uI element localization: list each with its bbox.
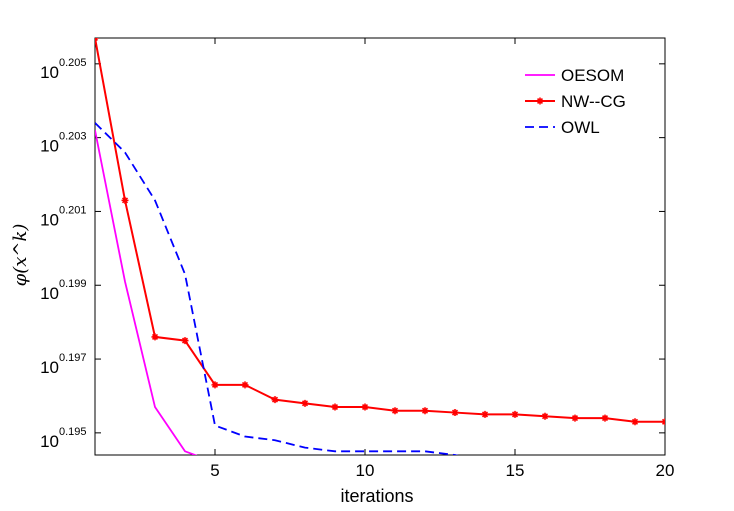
data-point: [331, 403, 339, 411]
y-tick-exponent: 0.195: [59, 426, 87, 438]
series-oesom: [95, 130, 198, 455]
y-axis-label: φ(x^k): [10, 224, 31, 287]
y-tick-base: 10: [40, 137, 59, 156]
data-point: [241, 381, 249, 389]
y-tick-exponent: 0.201: [59, 204, 87, 216]
y-tick-base: 10: [40, 210, 59, 229]
data-point: [451, 409, 459, 417]
x-ticks: 5 10 15 20: [210, 38, 674, 480]
data-point: [541, 412, 549, 420]
data-point: [481, 410, 489, 418]
series-line-oesom: [95, 130, 198, 455]
y-tick-base: 10: [40, 284, 59, 303]
data-point: [301, 399, 309, 407]
data-point: [391, 407, 399, 415]
series-line-nw-cg: [95, 38, 665, 423]
data-point: [421, 407, 429, 415]
x-tick-label: 10: [356, 461, 375, 480]
legend-marker: [536, 97, 544, 105]
x-tick-label: 20: [656, 461, 675, 480]
x-axis-label: iterations: [340, 486, 413, 506]
data-point: [361, 403, 369, 411]
series-nw-cg: [95, 38, 665, 426]
legend-label-nw-cg: NW--CG: [561, 92, 626, 111]
y-tick-exponent: 0.199: [59, 278, 87, 290]
data-point: [631, 418, 639, 426]
y-tick-base: 10: [40, 432, 59, 451]
legend: OESOM NW--CG OWL: [515, 58, 655, 144]
data-point: [511, 410, 519, 418]
data-point: [601, 414, 609, 422]
data-point: [95, 38, 99, 42]
y-tick-exponent: 0.205: [59, 57, 87, 69]
data-point: [271, 396, 279, 404]
data-point: [121, 196, 129, 204]
x-tick-label: 5: [210, 461, 219, 480]
data-point: [661, 418, 665, 426]
y-tick-base: 10: [40, 63, 59, 82]
y-tick-exponent: 0.203: [59, 131, 87, 143]
series-layer: [95, 38, 665, 455]
x-tick-label: 15: [506, 461, 525, 480]
data-point: [211, 381, 219, 389]
series-line-owl: [95, 122, 459, 455]
data-point: [151, 333, 159, 341]
y-tick-exponent: 0.197: [59, 352, 87, 364]
data-point: [571, 414, 579, 422]
legend-label-oesom: OESOM: [561, 66, 624, 85]
legend-label-owl: OWL: [561, 118, 600, 137]
data-point: [181, 337, 189, 345]
y-tick-base: 10: [40, 358, 59, 377]
series-owl: [95, 122, 459, 455]
